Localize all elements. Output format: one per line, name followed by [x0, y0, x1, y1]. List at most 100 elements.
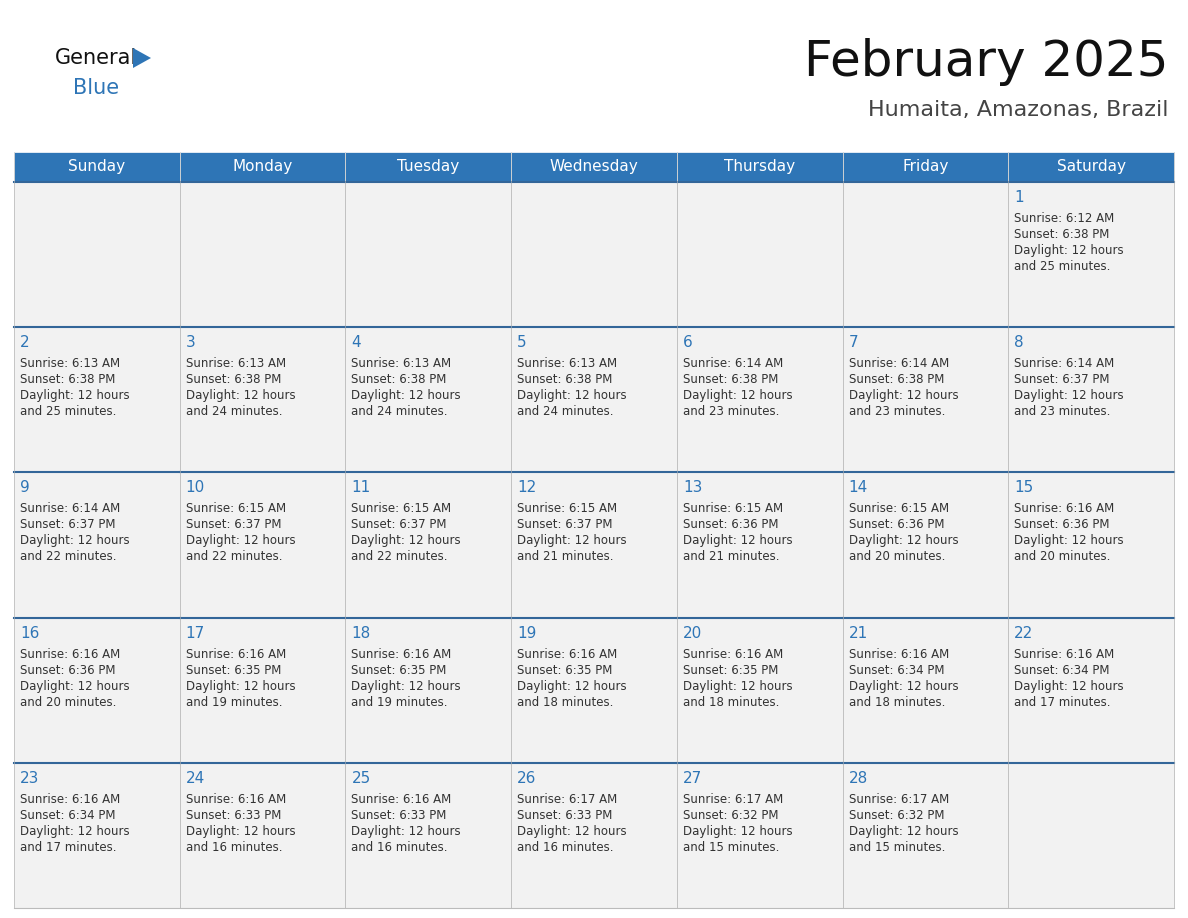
Bar — [1009, 152, 1174, 182]
Text: Sunset: 6:37 PM: Sunset: 6:37 PM — [20, 519, 115, 532]
Text: and 15 minutes.: and 15 minutes. — [848, 841, 944, 854]
Bar — [677, 182, 842, 327]
Text: Sunrise: 6:15 AM: Sunrise: 6:15 AM — [517, 502, 618, 515]
Text: 9: 9 — [20, 480, 30, 496]
Text: and 20 minutes.: and 20 minutes. — [848, 551, 944, 564]
Text: Sunrise: 6:16 AM: Sunrise: 6:16 AM — [352, 793, 451, 806]
Text: Sunset: 6:33 PM: Sunset: 6:33 PM — [352, 809, 447, 822]
Text: Sunrise: 6:13 AM: Sunrise: 6:13 AM — [20, 357, 120, 370]
Bar — [346, 473, 511, 618]
Text: Sunrise: 6:14 AM: Sunrise: 6:14 AM — [848, 357, 949, 370]
Text: Sunrise: 6:14 AM: Sunrise: 6:14 AM — [20, 502, 120, 515]
Bar — [346, 763, 511, 908]
Text: 6: 6 — [683, 335, 693, 350]
Text: and 18 minutes.: and 18 minutes. — [517, 696, 613, 709]
Bar — [511, 152, 677, 182]
Text: 28: 28 — [848, 771, 867, 786]
Text: and 25 minutes.: and 25 minutes. — [1015, 260, 1111, 273]
Text: and 15 minutes.: and 15 minutes. — [683, 841, 779, 854]
Text: 19: 19 — [517, 625, 537, 641]
Text: Daylight: 12 hours: Daylight: 12 hours — [20, 534, 129, 547]
Text: Sunset: 6:38 PM: Sunset: 6:38 PM — [517, 374, 613, 386]
Text: Sunset: 6:35 PM: Sunset: 6:35 PM — [683, 664, 778, 677]
Text: 11: 11 — [352, 480, 371, 496]
Bar — [14, 182, 179, 327]
Bar — [14, 327, 179, 473]
Bar — [346, 182, 511, 327]
Text: Sunset: 6:37 PM: Sunset: 6:37 PM — [185, 519, 282, 532]
Bar — [842, 152, 1009, 182]
Text: and 16 minutes.: and 16 minutes. — [517, 841, 614, 854]
Bar — [179, 182, 346, 327]
Text: 22: 22 — [1015, 625, 1034, 641]
Text: Sunset: 6:32 PM: Sunset: 6:32 PM — [848, 809, 944, 822]
Text: Sunrise: 6:16 AM: Sunrise: 6:16 AM — [517, 647, 618, 661]
Text: 20: 20 — [683, 625, 702, 641]
Text: and 22 minutes.: and 22 minutes. — [20, 551, 116, 564]
Text: Daylight: 12 hours: Daylight: 12 hours — [517, 534, 627, 547]
Text: Sunrise: 6:16 AM: Sunrise: 6:16 AM — [20, 793, 120, 806]
Text: and 20 minutes.: and 20 minutes. — [20, 696, 116, 709]
Text: Sunrise: 6:16 AM: Sunrise: 6:16 AM — [185, 647, 286, 661]
Text: and 18 minutes.: and 18 minutes. — [848, 696, 944, 709]
Bar — [842, 327, 1009, 473]
Text: and 18 minutes.: and 18 minutes. — [683, 696, 779, 709]
Text: Sunset: 6:38 PM: Sunset: 6:38 PM — [683, 374, 778, 386]
Bar — [511, 763, 677, 908]
Bar — [1009, 182, 1174, 327]
Text: Friday: Friday — [902, 160, 948, 174]
Text: Sunrise: 6:15 AM: Sunrise: 6:15 AM — [185, 502, 286, 515]
Bar — [179, 618, 346, 763]
Text: Sunset: 6:37 PM: Sunset: 6:37 PM — [1015, 374, 1110, 386]
Text: Sunset: 6:38 PM: Sunset: 6:38 PM — [352, 374, 447, 386]
Text: Sunrise: 6:13 AM: Sunrise: 6:13 AM — [517, 357, 618, 370]
Text: 15: 15 — [1015, 480, 1034, 496]
Bar — [1009, 473, 1174, 618]
Bar — [842, 182, 1009, 327]
Text: Daylight: 12 hours: Daylight: 12 hours — [848, 389, 959, 402]
Bar — [346, 327, 511, 473]
Bar — [179, 473, 346, 618]
Text: Daylight: 12 hours: Daylight: 12 hours — [352, 679, 461, 692]
Text: 3: 3 — [185, 335, 196, 350]
Bar — [1009, 618, 1174, 763]
Text: Sunset: 6:33 PM: Sunset: 6:33 PM — [517, 809, 613, 822]
Bar — [1009, 763, 1174, 908]
Bar — [842, 618, 1009, 763]
Text: Thursday: Thursday — [725, 160, 795, 174]
Text: Sunset: 6:37 PM: Sunset: 6:37 PM — [352, 519, 447, 532]
Text: February 2025: February 2025 — [804, 38, 1169, 86]
Polygon shape — [133, 48, 151, 68]
Text: and 16 minutes.: and 16 minutes. — [352, 841, 448, 854]
Text: 27: 27 — [683, 771, 702, 786]
Bar — [346, 618, 511, 763]
Text: Daylight: 12 hours: Daylight: 12 hours — [683, 824, 792, 838]
Text: 7: 7 — [848, 335, 858, 350]
Bar — [179, 152, 346, 182]
Text: and 16 minutes.: and 16 minutes. — [185, 841, 283, 854]
Text: Sunset: 6:35 PM: Sunset: 6:35 PM — [185, 664, 282, 677]
Text: Daylight: 12 hours: Daylight: 12 hours — [185, 824, 296, 838]
Text: Daylight: 12 hours: Daylight: 12 hours — [20, 679, 129, 692]
Text: 5: 5 — [517, 335, 526, 350]
Text: Daylight: 12 hours: Daylight: 12 hours — [683, 679, 792, 692]
Text: Daylight: 12 hours: Daylight: 12 hours — [20, 824, 129, 838]
Text: and 24 minutes.: and 24 minutes. — [185, 405, 283, 419]
Text: 4: 4 — [352, 335, 361, 350]
Text: Daylight: 12 hours: Daylight: 12 hours — [517, 389, 627, 402]
Text: Daylight: 12 hours: Daylight: 12 hours — [20, 389, 129, 402]
Text: Sunset: 6:35 PM: Sunset: 6:35 PM — [517, 664, 613, 677]
Text: 23: 23 — [20, 771, 39, 786]
Bar — [677, 763, 842, 908]
Bar — [14, 763, 179, 908]
Text: Sunset: 6:36 PM: Sunset: 6:36 PM — [20, 664, 115, 677]
Text: General: General — [55, 48, 138, 68]
Text: Daylight: 12 hours: Daylight: 12 hours — [185, 534, 296, 547]
Text: Sunset: 6:33 PM: Sunset: 6:33 PM — [185, 809, 282, 822]
Bar — [677, 152, 842, 182]
Text: and 19 minutes.: and 19 minutes. — [352, 696, 448, 709]
Text: Sunrise: 6:15 AM: Sunrise: 6:15 AM — [848, 502, 949, 515]
Text: and 17 minutes.: and 17 minutes. — [1015, 696, 1111, 709]
Bar — [511, 327, 677, 473]
Text: and 19 minutes.: and 19 minutes. — [185, 696, 283, 709]
